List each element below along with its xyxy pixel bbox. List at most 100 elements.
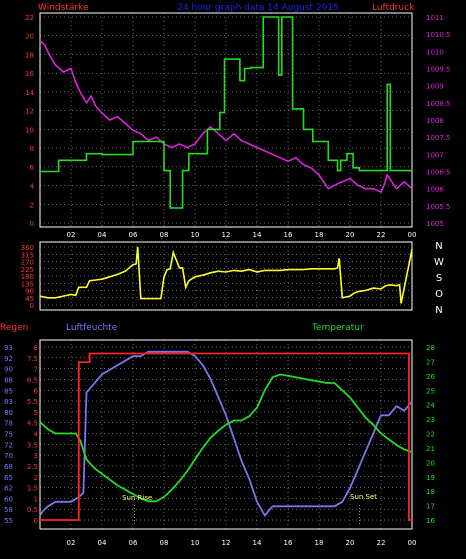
humidity-tick-label: 75: [4, 431, 13, 439]
wind-tick-label: 18: [25, 51, 34, 59]
wind-pressure-grid: [40, 13, 413, 227]
temperature-tick-label: 17: [426, 503, 435, 511]
direction-grid: [40, 242, 413, 310]
x-tick-label: 00: [408, 539, 417, 547]
rain-tick-label: 0: [34, 517, 38, 525]
pressure-tick-label: 1006.5: [426, 169, 451, 177]
wind-tick-label: 2: [30, 201, 34, 209]
temperature-axis-label: Temperatur: [311, 323, 364, 333]
rain-tick-label: 7: [34, 366, 38, 374]
rain-humidity-temperature-series: [39, 350, 413, 525]
wind-tick-label: 12: [25, 108, 34, 116]
rain-tick-label: 3: [34, 452, 38, 460]
temperature-tick-label: 19: [426, 474, 435, 482]
pressure-tick-label: 1009: [426, 83, 444, 91]
rain-tick-label: 3.5: [27, 441, 38, 449]
rain-tick-label: 4: [34, 431, 39, 439]
humidity-tick-label: 70: [4, 452, 13, 460]
pressure-tick-label: 1011: [426, 14, 444, 22]
x-tick-label: 04: [98, 539, 107, 547]
humidity-tick-label: 65: [4, 474, 13, 482]
pressure-tick-label: 1007.5: [426, 134, 451, 142]
rain-tick-label: 4.5: [27, 420, 38, 428]
x-tick-label: 00: [408, 231, 417, 239]
humidity-tick-label: 55: [4, 517, 13, 525]
rain-tick-label: 6: [34, 387, 39, 395]
x-axis-ticks-bottom: 02 04 06 08 10 12 14 16 18 20 22 00: [67, 539, 417, 547]
temperature-tick-label: 23: [426, 416, 435, 424]
humidity-tick-label: 90: [4, 366, 13, 374]
direction-tick-label: 135: [21, 280, 34, 288]
x-tick-label: 22: [377, 231, 386, 239]
sunset-annotation: Sun Set: [350, 493, 377, 501]
x-tick-label: 16: [284, 231, 293, 239]
rain-tick-label: 5.5: [27, 398, 38, 406]
compass-label: W: [434, 257, 444, 268]
wind-axis-ticks: 0 2 4 6 8 10 12 14 16 18 20 22: [25, 14, 34, 228]
direction-tick-label: 0: [30, 302, 34, 310]
temperature-tick-label: 18: [426, 488, 435, 496]
wind-line: [40, 16, 412, 209]
temperature-tick-label: 24: [426, 402, 435, 410]
x-tick-label: 10: [191, 539, 200, 547]
temperature-tick-label: 22: [426, 431, 435, 439]
rain-axis-label: Regen: [0, 323, 28, 333]
chart-title: 24 hour graph data 14 August 2015: [177, 3, 339, 13]
x-tick-label: 20: [346, 539, 355, 547]
temperature-tick-label: 26: [426, 373, 435, 381]
humidity-tick-label: 80: [4, 409, 13, 417]
pressure-tick-label: 1009.5: [426, 66, 451, 74]
x-tick-label: 14: [253, 231, 262, 239]
pressure-tick-label: 1008.5: [426, 100, 451, 108]
temperature-tick-label: 27: [426, 358, 435, 366]
wind-tick-label: 22: [25, 14, 34, 22]
compass-label: N: [435, 305, 442, 316]
rain-tick-label: 7.5: [27, 355, 38, 363]
rain-tick-label: 0.5: [27, 506, 38, 514]
direction-tick-label: 270: [21, 259, 34, 267]
humidity-tick-label: 60: [4, 495, 13, 503]
pressure-tick-label: 1010.5: [426, 31, 451, 39]
humidity-tick-label: 93: [4, 344, 13, 352]
pressure-tick-label: 1007: [426, 151, 444, 159]
wind-tick-label: 10: [25, 126, 34, 134]
humidity-tick-label: 72: [4, 441, 13, 449]
x-tick-label: 06: [129, 231, 138, 239]
humidity-tick-label: 88: [4, 376, 13, 384]
wind-tick-label: 8: [30, 145, 34, 153]
rain-tick-label: 1: [34, 495, 38, 503]
x-tick-label: 22: [377, 539, 386, 547]
x-tick-label: 08: [160, 231, 169, 239]
rain-tick-label: 1.5: [27, 485, 38, 493]
humidity-tick-label: 62: [4, 485, 13, 493]
x-tick-label: 16: [284, 539, 293, 547]
humidity-axis-label: Luftfeuchte: [66, 323, 118, 333]
pressure-line: [39, 40, 413, 194]
temperature-tick-label: 21: [426, 445, 435, 453]
rain-tick-label: 5: [34, 409, 38, 417]
compass-label: S: [436, 273, 442, 284]
rain-tick-label: 6.5: [27, 376, 38, 384]
rain-axis-ticks: 8 7.5 7 6.5 6 5.5 5 4.5 4 3.5 3 2.5 2 1.5 1 0.5 0: [27, 344, 39, 525]
direction-tick-label: 90: [25, 288, 34, 296]
pressure-tick-label: 1005: [426, 220, 444, 228]
x-tick-label: 02: [67, 231, 76, 239]
pressure-tick-label: 1008: [426, 117, 444, 125]
humidity-tick-label: 58: [4, 506, 13, 514]
temperature-tick-label: 25: [426, 387, 435, 395]
direction-series: [39, 246, 413, 304]
pressure-axis-ticks: 1005 1005.5 1006 1006.5 1007 1007.5 1008 1008.5…: [426, 14, 451, 228]
rain-tick-label: 2.5: [27, 463, 38, 471]
wind-tick-label: 4: [30, 183, 35, 191]
humidity-tick-label: 83: [4, 398, 13, 406]
x-tick-label: 18: [315, 539, 324, 547]
humidity-line: [39, 350, 413, 517]
humidity-tick-label: 85: [4, 387, 13, 395]
compass-label: O: [435, 289, 443, 300]
x-tick-label: 18: [315, 231, 324, 239]
wind-pressure-series: [39, 16, 413, 209]
sunrise-annotation: Sun Rise: [122, 494, 152, 502]
